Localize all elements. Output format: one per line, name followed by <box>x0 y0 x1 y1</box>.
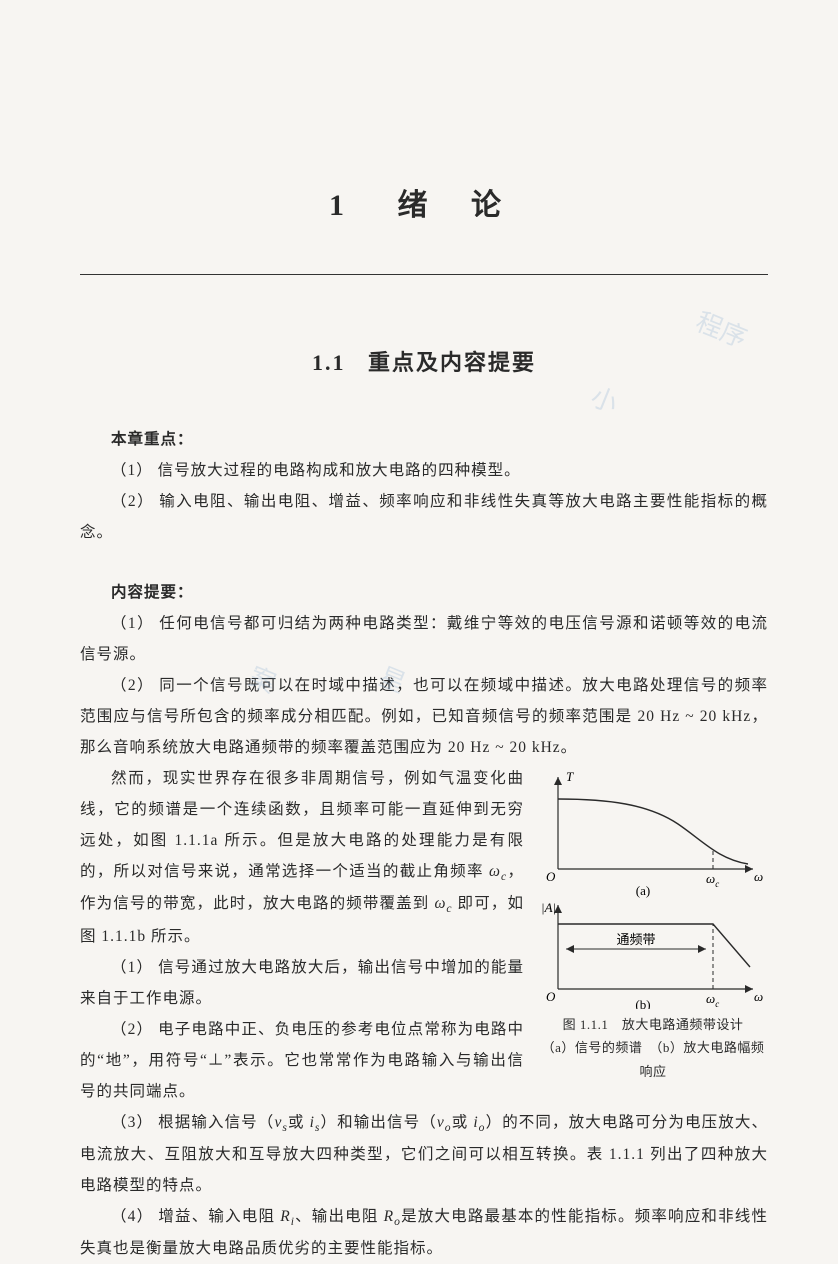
section-title: 1.1 重点及内容提要 <box>80 345 768 377</box>
figure-1-1-1: T O ωc ω (a) <box>538 769 768 1083</box>
sym-wc-1: ω <box>489 863 501 880</box>
chapter-title: 1 绪 论 <box>80 180 768 224</box>
sym-Ro: R <box>384 1208 394 1225</box>
fig-label-T: T <box>566 769 574 784</box>
figure-caption: 图 1.1.1 放大电路通频带设计 （a）信号的频谱 （b）放大电路幅频响应 <box>538 1013 768 1083</box>
key-point-1: （1） 信号放大过程的电路构成和放大电路的四种模型。 <box>80 455 768 486</box>
key-points-block: 本章重点： （1） 信号放大过程的电路构成和放大电路的四种模型。 （2） 输入电… <box>80 427 768 548</box>
svg-text:ωc: ωc <box>706 991 719 1009</box>
svg-text:ωc: ωc <box>706 871 719 889</box>
fig-label-wc-sub-b: c <box>715 999 719 1009</box>
figure-caption-line-1: 图 1.1.1 放大电路通频带设计 <box>538 1013 768 1036</box>
summary-p7: （4） 增益、输入电阻 Ri、输出电阻 Ro是放大电路最基本的性能指标。频率响应… <box>80 1201 768 1264</box>
fig-label-O-a: O <box>546 869 556 884</box>
sym-Ro-sub: o <box>394 1215 401 1228</box>
divider <box>80 274 768 275</box>
summary-p2: （2） 同一个信号既可以在时域中描述，也可以在频域中描述。放大电路处理信号的频率… <box>80 670 768 763</box>
fig-sublabel-b: (b) <box>635 997 650 1009</box>
fig-sublabel-a: (a) <box>636 883 650 898</box>
chapter-word-2: 论 <box>471 189 519 222</box>
figure-caption-line-2: （a）信号的频谱 （b）放大电路幅频响应 <box>538 1036 768 1083</box>
fig-label-passband: 通频带 <box>616 932 655 947</box>
section-heading: 重点及内容提要 <box>368 350 536 375</box>
key-point-2: （2） 输入电阻、输出电阻、增益、频率响应和非线性失真等放大电路主要性能指标的概… <box>80 486 768 548</box>
sym-vo: v <box>437 1114 445 1131</box>
summary-p7-a: （4） 增益、输入电阻 <box>111 1208 280 1225</box>
sym-vo-sub: o <box>445 1121 452 1134</box>
summary-p6-c: ）和输出信号（ <box>320 1114 436 1131</box>
watermark: 小 <box>586 376 624 420</box>
summary-p3-a: 然而，现实世界存在很多非周期信号，例如气温变化曲线，它的频谱是一个连续函数，且频… <box>80 770 524 880</box>
summary-p6-d: 或 <box>452 1114 474 1131</box>
summary-p7-b: 、输出电阻 <box>295 1208 384 1225</box>
fig-label-wc-sub-a: c <box>715 879 719 889</box>
fig-label-A: |A| <box>541 900 556 915</box>
fig-label-O-b: O <box>546 989 556 1004</box>
fig-label-w-a: ω <box>754 869 763 884</box>
sym-Ri: R <box>280 1208 290 1225</box>
summary-p6-b: 或 <box>288 1114 310 1131</box>
key-points-label: 本章重点： <box>80 427 768 449</box>
chapter-number: 1 <box>329 189 352 222</box>
summary-block: 内容提要： （1） 任何电信号都可归结为两种电路类型：戴维宁等效的电压信号源和诺… <box>80 580 768 1264</box>
sym-wc-2: ω <box>434 895 446 912</box>
section-number: 1.1 <box>312 350 346 375</box>
summary-p6: （3） 根据输入信号（vs或 is）和输出信号（vo或 io）的不同，放大电路可… <box>80 1107 768 1201</box>
summary-label: 内容提要： <box>80 580 768 602</box>
fig-label-wc-b: ω <box>706 991 715 1006</box>
summary-p1: （1） 任何电信号都可归结为两种电路类型：戴维宁等效的电压信号源和诺顿等效的电流… <box>80 608 768 670</box>
chapter-word-1: 绪 <box>398 189 446 222</box>
summary-p6-a: （3） 根据输入信号（ <box>111 1114 274 1131</box>
fig-label-w-b: ω <box>754 989 763 1004</box>
fig-label-wc-a: ω <box>706 871 715 886</box>
